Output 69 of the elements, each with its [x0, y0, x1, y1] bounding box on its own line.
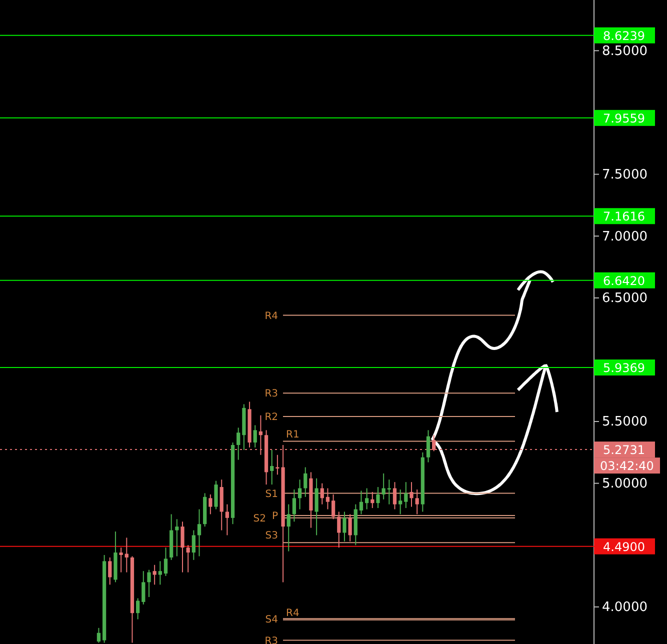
ref-line-label: R4	[264, 310, 278, 322]
ref-line-label: 7.9559	[603, 111, 645, 126]
ref-line-label: S3	[265, 530, 278, 542]
candlestick	[426, 430, 430, 463]
ref-line-label: 5.9369	[603, 361, 645, 375]
ref-line-label: R3	[264, 636, 278, 644]
y-tick-label: 5.0000	[602, 476, 648, 492]
candlestick	[359, 490, 364, 515]
candlestick	[415, 488, 419, 515]
candlestick	[186, 544, 190, 573]
candlestick	[348, 514, 352, 542]
y-tick-label: 6.5000	[602, 291, 648, 306]
ref-line-label: S2	[253, 514, 266, 525]
ref-line-label: R4	[286, 608, 300, 619]
candlestick	[304, 466, 308, 498]
candlestick	[225, 504, 229, 536]
candlestick	[382, 472, 386, 500]
candlestick	[398, 488, 402, 515]
candlestick	[326, 488, 330, 510]
y-tick-label: 4.0000	[602, 600, 648, 616]
ref-line-label: S4	[265, 614, 278, 626]
candlestick	[376, 486, 380, 509]
candlestick	[410, 482, 414, 508]
ref-line-label: R1	[286, 429, 300, 440]
ref-line-label: 6.6420	[603, 274, 645, 288]
candlestick	[96, 627, 101, 644]
ref-line-label: S1	[265, 488, 278, 500]
candlestick	[136, 598, 140, 620]
ref-line-label: 7.1616	[603, 210, 645, 224]
candlestick	[164, 547, 168, 577]
candlestick	[320, 482, 324, 505]
candlestick	[214, 480, 218, 510]
candlestick	[270, 449, 274, 486]
y-tick-label: 7.5000	[602, 167, 648, 182]
candlestick	[404, 482, 408, 509]
candlestick	[142, 570, 146, 605]
candlestick	[337, 511, 341, 548]
ref-line-label: 4.4900	[603, 540, 645, 554]
candlestick	[298, 479, 302, 510]
candlestick	[236, 427, 240, 460]
ref-line-label: 8.6239	[603, 28, 645, 43]
candlestick	[392, 482, 397, 510]
candlestick	[370, 491, 374, 509]
candlestick	[108, 556, 112, 586]
ref-line-label: R2	[264, 412, 278, 424]
candlestick	[197, 508, 202, 557]
candlestick	[158, 560, 162, 586]
candlestick	[365, 488, 369, 510]
candlestick	[331, 494, 336, 520]
candlestick	[124, 537, 128, 573]
candlestick	[253, 424, 257, 448]
y-tick-label: 8.5000	[602, 44, 648, 59]
ref-line-label: R3	[264, 388, 278, 400]
candlestick	[180, 521, 184, 573]
candlestick	[292, 488, 296, 522]
candlestick	[342, 511, 346, 542]
ref-line-label: 5.2731	[603, 443, 645, 458]
candlestick	[286, 504, 290, 552]
ref-line-label: P	[272, 511, 278, 522]
candlestick	[314, 478, 318, 536]
candlestick	[192, 530, 196, 560]
y-tick-label: 7.0000	[602, 229, 648, 244]
y-tick-label: 5.5000	[602, 414, 648, 430]
candlestick	[147, 569, 151, 598]
candlestick	[152, 564, 156, 586]
candlestick	[208, 494, 212, 515]
candlestick	[175, 518, 179, 557]
candlestick	[119, 547, 123, 573]
text: 03:42:40	[600, 459, 654, 474]
